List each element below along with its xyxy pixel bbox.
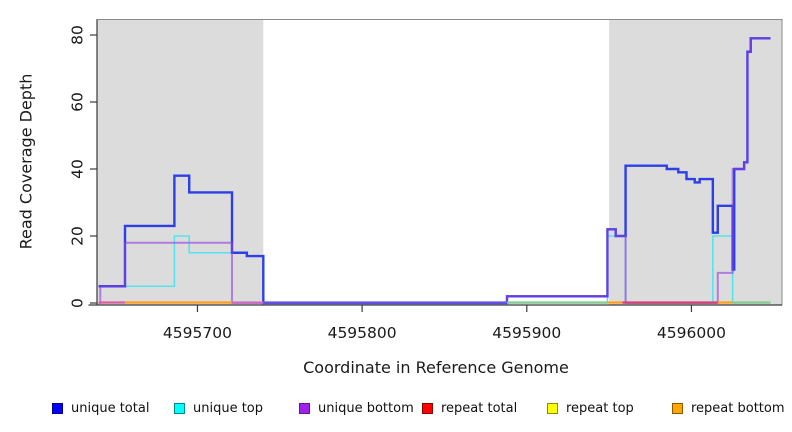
legend-label: unique total <box>71 400 150 416</box>
legend-label: repeat total <box>441 400 518 416</box>
legend-item-unique-total: unique total <box>52 398 149 418</box>
legend-swatch-repeat-total <box>422 402 433 414</box>
legend-swatch-unique-top <box>174 402 185 414</box>
svg-text:60: 60 <box>69 92 87 112</box>
legend-item-repeat-bottom: repeat bottom <box>672 398 785 418</box>
svg-text:4596000: 4596000 <box>657 324 726 342</box>
legend-swatch-unique-total <box>52 402 63 414</box>
legend-item-unique-top: unique top <box>174 398 263 418</box>
svg-text:0: 0 <box>69 298 87 308</box>
svg-text:20: 20 <box>69 226 87 246</box>
legend-label: repeat top <box>566 400 634 416</box>
legend-label: unique bottom <box>318 400 414 416</box>
legend-swatch-repeat-bottom <box>672 402 683 414</box>
svg-text:80: 80 <box>69 25 87 45</box>
legend-swatch-unique-bottom <box>299 402 310 414</box>
x-axis-label: Coordinate in Reference Genome <box>303 358 569 377</box>
svg-text:4595800: 4595800 <box>328 324 397 342</box>
legend-item-unique-bottom: unique bottom <box>299 398 414 418</box>
y-axis-label: Read Coverage Depth <box>16 73 36 250</box>
svg-text:40: 40 <box>69 159 87 179</box>
legend: unique total unique top unique bottom re… <box>0 398 792 422</box>
svg-text:4595900: 4595900 <box>492 324 561 342</box>
legend-label: unique top <box>193 400 264 416</box>
svg-text:4595700: 4595700 <box>163 324 232 342</box>
legend-item-repeat-total: repeat total <box>422 398 517 418</box>
plot-area: 0 20 40 60 80 4595700 4595800 4595900 4596000 <box>69 19 783 342</box>
legend-label: repeat bottom <box>691 400 785 416</box>
legend-swatch-repeat-top <box>547 402 558 414</box>
legend-item-repeat-top: repeat top <box>547 398 634 418</box>
